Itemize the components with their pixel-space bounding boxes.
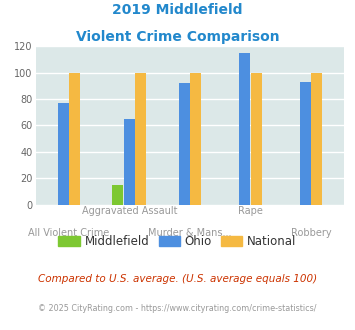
Bar	[239, 53, 250, 205]
Bar	[300, 82, 311, 205]
Text: All Violent Crime: All Violent Crime	[28, 228, 109, 238]
Bar	[179, 83, 190, 205]
Bar	[190, 73, 201, 205]
Text: Compared to U.S. average. (U.S. average equals 100): Compared to U.S. average. (U.S. average …	[38, 274, 317, 284]
Text: Murder & Mans...: Murder & Mans...	[148, 228, 232, 238]
Bar	[113, 185, 123, 205]
Bar	[311, 73, 322, 205]
Bar	[69, 73, 80, 205]
Bar	[124, 119, 135, 205]
Legend: Middlefield, Ohio, National: Middlefield, Ohio, National	[54, 230, 301, 253]
Text: © 2025 CityRating.com - https://www.cityrating.com/crime-statistics/: © 2025 CityRating.com - https://www.city…	[38, 304, 317, 313]
Text: Violent Crime Comparison: Violent Crime Comparison	[76, 30, 279, 44]
Text: Robbery: Robbery	[291, 228, 331, 238]
Bar	[135, 73, 146, 205]
Text: 2019 Middlefield: 2019 Middlefield	[112, 3, 243, 17]
Bar	[251, 73, 262, 205]
Bar	[58, 103, 69, 205]
